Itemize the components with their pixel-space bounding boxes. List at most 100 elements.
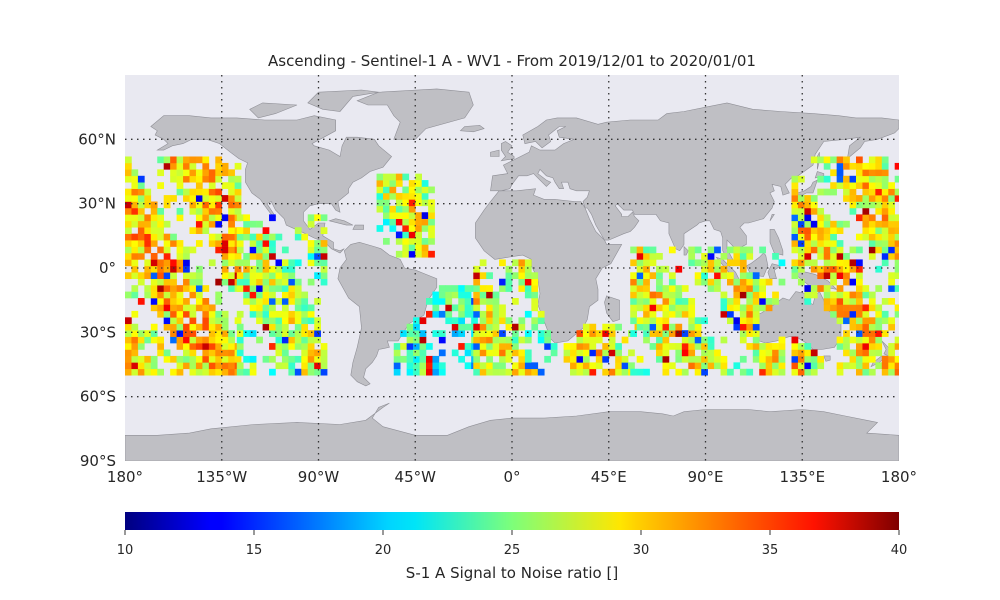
snr-cell: [419, 355, 427, 363]
snr-cell: [421, 244, 429, 252]
snr-cell: [413, 368, 420, 376]
snr-cell: [739, 252, 747, 260]
snr-cell: [752, 317, 760, 325]
snr-cell: [415, 180, 422, 187]
snr-cell: [395, 218, 403, 226]
snr-cell: [150, 272, 158, 280]
snr-cell: [234, 317, 242, 325]
snr-cell: [843, 291, 850, 299]
snr-cell: [643, 336, 650, 344]
snr-cell: [383, 199, 390, 207]
snr-cell: [383, 192, 390, 200]
snr-cell: [234, 175, 242, 183]
snr-cell: [307, 362, 315, 370]
snr-cell: [215, 323, 223, 331]
snr-cell: [772, 362, 779, 370]
snr-cell: [862, 220, 870, 228]
snr-cell: [894, 304, 899, 312]
snr-cell: [656, 343, 663, 350]
snr-cell: [649, 304, 657, 312]
snr-cell: [243, 214, 250, 222]
snr-cell: [512, 362, 519, 370]
snr-cell: [395, 237, 403, 245]
snr-cell: [402, 199, 410, 207]
snr-cell: [183, 298, 190, 305]
snr-cell: [518, 317, 526, 325]
snr-cell: [843, 317, 850, 325]
snr-cell: [856, 368, 863, 376]
snr-cell: [531, 323, 539, 331]
snr-cell: [636, 298, 644, 305]
snr-cell: [868, 182, 876, 189]
snr-cell: [746, 291, 754, 299]
snr-cell: [195, 201, 203, 209]
snr-cell: [421, 237, 429, 245]
snr-cell: [189, 246, 197, 254]
snr-cell: [524, 272, 532, 280]
snr-cell: [281, 317, 289, 325]
snr-cell: [849, 336, 857, 344]
snr-cell: [823, 240, 831, 247]
snr-cell: [262, 304, 270, 312]
snr-cell: [630, 291, 637, 299]
snr-cell: [256, 272, 263, 280]
snr-cell: [157, 220, 164, 228]
snr-cell: [281, 343, 289, 350]
snr-cell: [131, 368, 139, 376]
snr-cell: [195, 336, 203, 344]
landmass: [490, 102, 899, 266]
snr-cell: [125, 240, 132, 247]
snr-cell: [582, 368, 590, 376]
snr-cell: [797, 207, 805, 215]
snr-cell: [817, 156, 825, 164]
snr-cell: [406, 330, 414, 337]
snr-cell: [307, 349, 315, 357]
snr-cell: [288, 336, 296, 344]
snr-cell: [492, 362, 500, 370]
snr-cell: [505, 272, 513, 280]
snr-cell: [856, 201, 863, 209]
snr-cell: [202, 298, 210, 305]
snr-cell: [701, 355, 708, 363]
snr-cell: [144, 291, 152, 299]
snr-cell: [301, 291, 309, 299]
snr-cell: [269, 285, 276, 292]
snr-cell: [649, 343, 657, 350]
snr-cell: [131, 272, 139, 280]
snr-cell: [894, 265, 899, 273]
snr-cell: [492, 343, 500, 350]
snr-cell: [830, 272, 837, 280]
snr-cell: [189, 291, 197, 299]
snr-cell: [875, 330, 883, 337]
snr-cell: [810, 362, 818, 370]
snr-cell: [301, 233, 309, 241]
snr-cell: [849, 259, 857, 267]
snr-cell: [157, 336, 164, 344]
snr-cell: [849, 323, 857, 331]
snr-cell: [524, 336, 532, 344]
snr-cell: [376, 192, 384, 200]
snr-cell: [843, 220, 850, 228]
snr-cell: [875, 195, 883, 202]
snr-cell: [615, 368, 622, 376]
snr-cell: [810, 265, 818, 273]
snr-cell: [269, 233, 276, 241]
snr-cell: [615, 355, 622, 363]
snr-cell: [765, 343, 773, 350]
snr-cell: [856, 272, 863, 280]
snr-cell: [675, 330, 683, 337]
snr-cell: [836, 220, 844, 228]
snr-cell: [479, 336, 487, 344]
snr-cell: [176, 343, 184, 350]
snr-cell: [714, 349, 721, 357]
snr-cell: [843, 252, 850, 260]
snr-cell: [836, 259, 844, 267]
snr-cell: [243, 259, 250, 267]
snr-cell: [810, 156, 818, 164]
snr-cell: [383, 218, 390, 226]
snr-cell: [636, 259, 644, 267]
snr-cell: [875, 304, 883, 312]
snr-cell: [228, 285, 235, 292]
snr-cell: [256, 304, 263, 312]
snr-cell: [402, 205, 410, 213]
